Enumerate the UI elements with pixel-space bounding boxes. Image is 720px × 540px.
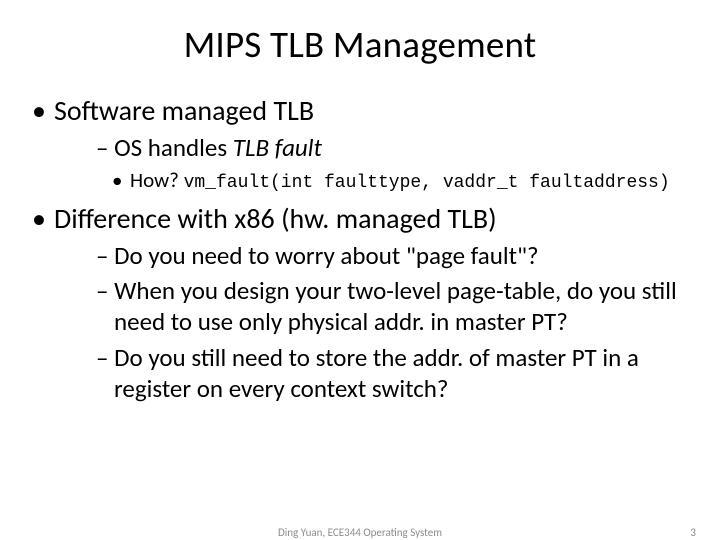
code-span: vm_fault(int faulttype, vaddr_t faultadd… [184,173,670,193]
bullet-level1: Software managed TLB [30,93,690,128]
bullet-level1: Difference with x86 (hw. managed TLB) [30,201,690,236]
bullet-level2: Do you need to worry about "page fault"? [48,240,690,271]
slide-content: Software managed TLB OS handles TLB faul… [30,93,690,404]
text-span: OS handles [114,132,233,163]
slide-title: MIPS TLB Management [30,22,690,67]
footer-author: Ding Yuan, ECE344 Operating System [278,526,442,539]
bullet-level3: How? vm_fault(int faulttype, vaddr_t fau… [30,167,690,195]
bullet-level2: When you design your two-level page-tabl… [48,275,690,338]
text-span-italic: TLB fault [233,132,322,163]
slide-number: 3 [690,526,696,539]
bullet-level2: Do you still need to store the addr. of … [48,342,690,405]
text-span: How? [130,167,184,193]
slide: MIPS TLB Management Software managed TLB… [0,0,720,540]
bullet-level2: OS handles TLB fault [48,132,690,163]
